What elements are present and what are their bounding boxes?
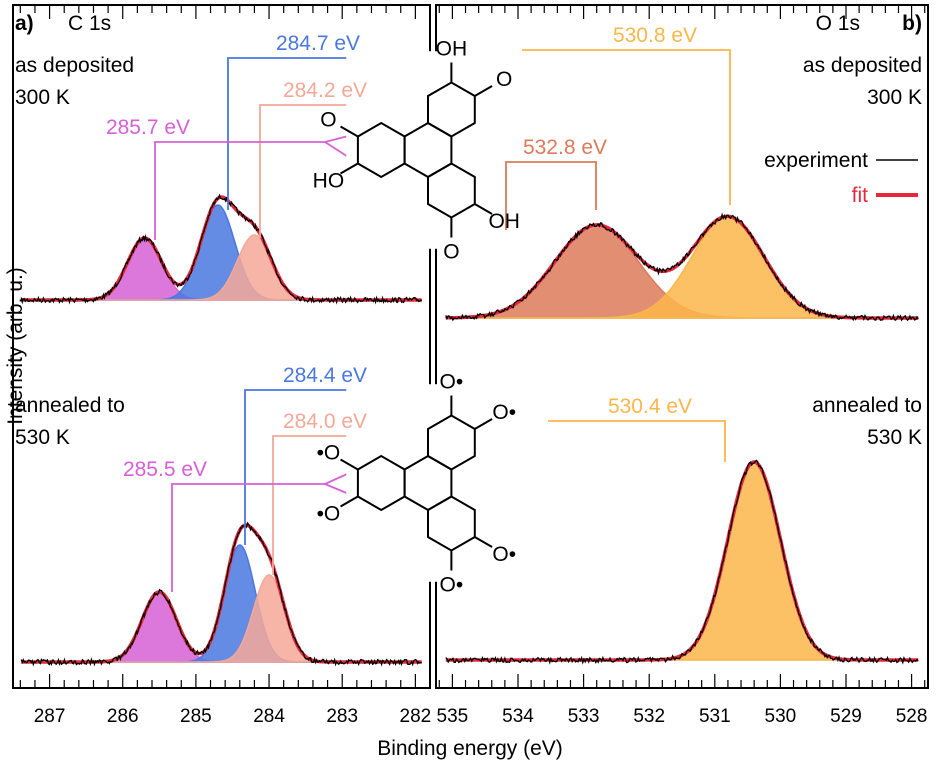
bond bbox=[474, 203, 493, 215]
panel-title-c1s: C 1s bbox=[68, 12, 111, 35]
bond bbox=[340, 458, 359, 471]
substituent-label: •O bbox=[317, 503, 341, 526]
molecule-background bbox=[346, 51, 484, 249]
x-tick-label: 535 bbox=[437, 706, 469, 727]
substituent-label: O• bbox=[440, 371, 464, 394]
panel-label-b: b) bbox=[902, 12, 922, 35]
substituent-label: •O bbox=[317, 442, 341, 465]
peak-label: 530.4 eV bbox=[608, 395, 692, 418]
substituent-label: O bbox=[496, 68, 512, 91]
fit-component-530.4 bbox=[445, 461, 919, 661]
peak-label: 285.7 eV bbox=[106, 116, 190, 139]
condition-label: annealed to bbox=[812, 394, 922, 417]
x-tick-label: 530 bbox=[765, 706, 797, 727]
condition-label: 300 K bbox=[867, 86, 922, 109]
x-tick-label: 531 bbox=[699, 706, 731, 727]
molecule-background bbox=[346, 384, 484, 582]
substituent-label: O• bbox=[492, 401, 516, 424]
x-tick-label: 283 bbox=[326, 706, 358, 727]
x-tick-label: 533 bbox=[568, 706, 600, 727]
panel-label-a: a) bbox=[15, 12, 34, 35]
peak-leader-line bbox=[505, 161, 597, 230]
ring bbox=[356, 454, 406, 512]
x-tick-label: 529 bbox=[830, 706, 862, 727]
peak-leader-line bbox=[154, 133, 357, 240]
x-tick-label: 532 bbox=[633, 706, 665, 727]
experiment-curve bbox=[445, 459, 919, 665]
peak-label: 284.4 eV bbox=[283, 364, 367, 387]
legend-fit-label: fit bbox=[852, 184, 869, 207]
peak-leader-line bbox=[171, 469, 357, 592]
x-tick-label: 282 bbox=[400, 706, 432, 727]
condition-label: as deposited bbox=[15, 54, 134, 77]
bond bbox=[340, 125, 359, 138]
x-tick-label: 534 bbox=[502, 706, 534, 727]
y-axis-label: Intensity (arb. u.) bbox=[4, 267, 27, 425]
peak-label: 532.8 eV bbox=[523, 136, 607, 159]
bond bbox=[340, 495, 359, 508]
condition-label: annealed to bbox=[15, 394, 125, 417]
peak-leader-line bbox=[548, 420, 726, 462]
substituent-label: O• bbox=[440, 574, 464, 597]
x-tick-label: 287 bbox=[34, 706, 66, 727]
experiment-curve bbox=[20, 193, 423, 305]
condition-label: 300 K bbox=[15, 86, 70, 109]
x-tick-label: 284 bbox=[253, 706, 285, 727]
substituent-label: O bbox=[320, 109, 336, 132]
bond bbox=[474, 85, 493, 97]
x-axis-label: Binding energy (eV) bbox=[377, 737, 563, 760]
peak-label: 284.7 eV bbox=[276, 32, 360, 55]
experiment-curve bbox=[445, 212, 919, 322]
panel-frame bbox=[435, 4, 929, 689]
peak-label: 284.0 eV bbox=[283, 410, 367, 433]
x-tick-label: 528 bbox=[896, 706, 928, 727]
fit-curve bbox=[21, 195, 422, 302]
peak-label: 530.8 eV bbox=[613, 24, 697, 47]
panel-frame bbox=[12, 4, 431, 689]
bond bbox=[474, 418, 493, 430]
ring bbox=[356, 121, 406, 179]
condition-label: 530 K bbox=[15, 426, 70, 449]
panel-title-o1s: O 1s bbox=[816, 12, 860, 35]
condition-label: as deposited bbox=[803, 54, 922, 77]
x-tick-label: 286 bbox=[107, 706, 139, 727]
experiment-curve bbox=[20, 521, 422, 667]
peak-label: 284.2 eV bbox=[283, 79, 367, 102]
substituent-label: OH bbox=[488, 210, 520, 233]
molecule-annealed: O• O• •O •O O• O• bbox=[317, 371, 516, 597]
bond bbox=[340, 162, 359, 175]
legend-experiment-label: experiment bbox=[764, 149, 868, 172]
peak-leader-line bbox=[522, 49, 731, 205]
peak-label: 285.5 eV bbox=[123, 458, 207, 481]
substituent-label: O bbox=[443, 241, 459, 264]
bond bbox=[474, 536, 493, 548]
x-tick-label: 285 bbox=[180, 706, 212, 727]
substituent-label: HO bbox=[313, 170, 345, 193]
condition-label: 530 K bbox=[867, 426, 922, 449]
substituent-label: O• bbox=[492, 543, 516, 566]
fit-curve bbox=[445, 460, 919, 662]
substituent-label: OH bbox=[436, 38, 468, 61]
